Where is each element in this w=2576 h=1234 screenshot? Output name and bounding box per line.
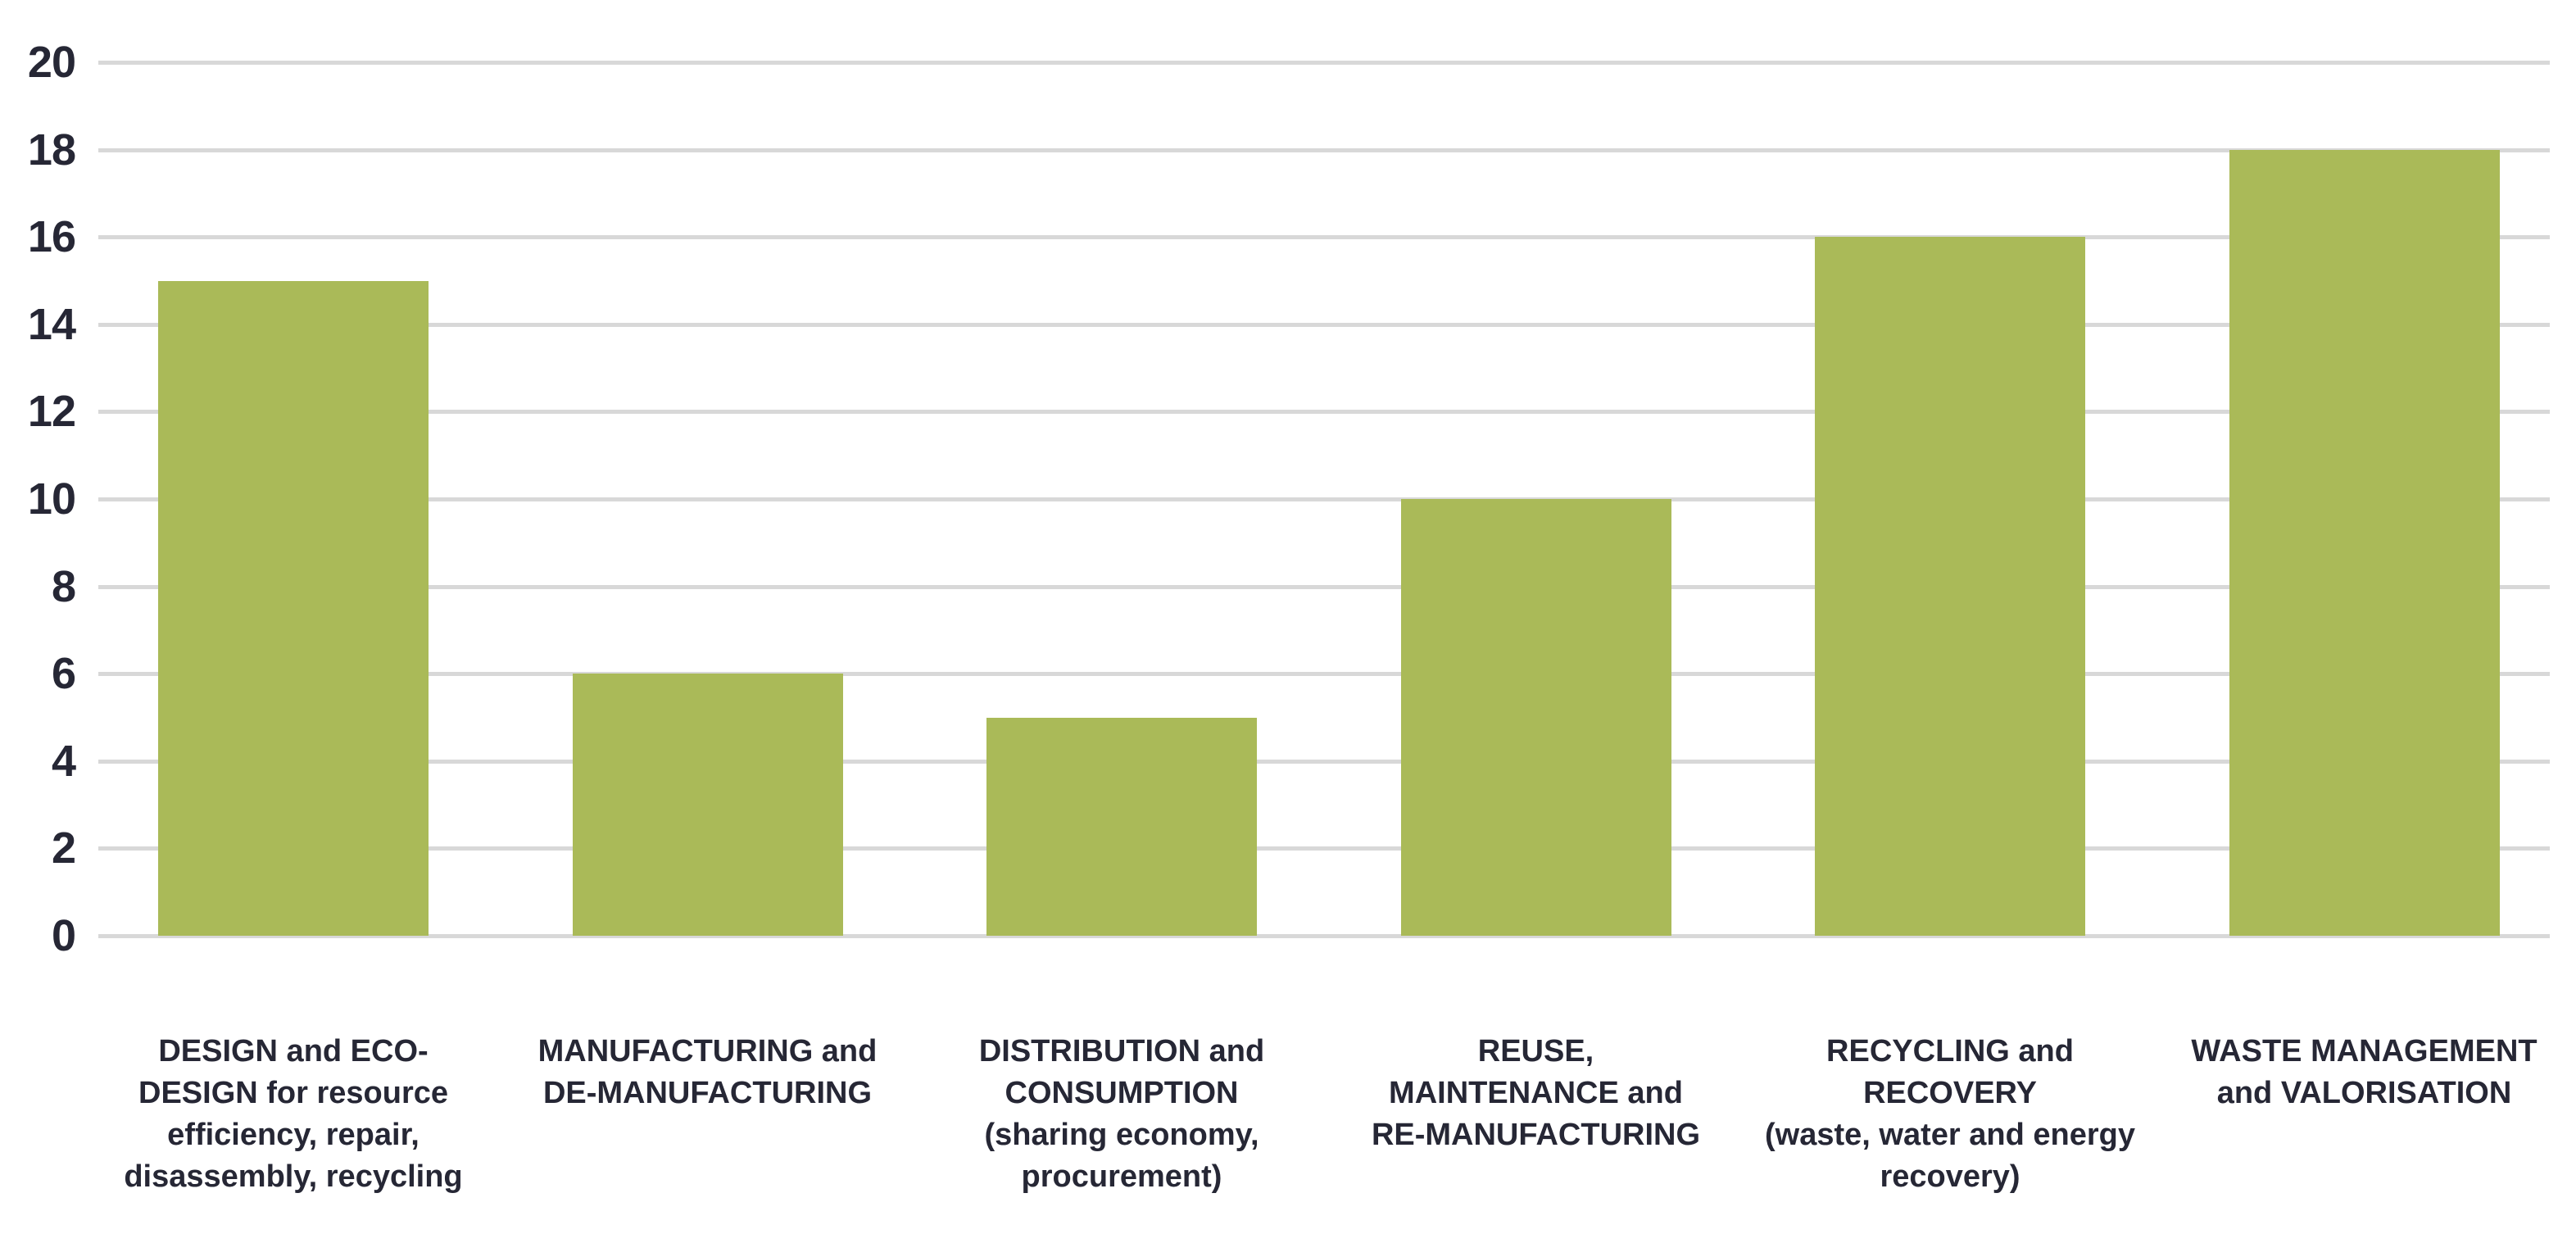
gridline	[98, 672, 2550, 677]
category-label-line: disassembly, recycling	[124, 1159, 463, 1194]
category-label-line: efficiency, repair,	[167, 1118, 420, 1152]
gridline	[98, 846, 2550, 851]
category-label-line: RECYCLING and	[1826, 1034, 2074, 1068]
category-label-line: DE-MANUFACTURING	[542, 1076, 873, 1110]
y-tick-label: 20	[27, 38, 76, 87]
gridline	[98, 497, 2550, 501]
category-label-line: DESIGN for resource	[138, 1076, 448, 1110]
y-tick-label: 4	[51, 736, 76, 786]
gridline	[98, 61, 2550, 65]
y-tick-label: 12	[27, 387, 76, 437]
y-tick-label: 8	[51, 561, 76, 611]
y-tick-label: 2	[51, 823, 76, 873]
category-label-line: MANUFACTURING and	[537, 1034, 878, 1068]
category-label: WASTE MANAGEMENT and VALORISATION	[2160, 1031, 2569, 1114]
y-tick-label: 18	[27, 125, 76, 175]
bar	[1815, 237, 2085, 936]
bar	[986, 717, 1257, 936]
category-label: DISTRIBUTION and CONSUMPTION (sharing econ…	[917, 1031, 1327, 1198]
bar	[158, 280, 429, 936]
gridline	[98, 322, 2550, 327]
category-label: MANUFACTURING and DE-MANUFACTURING	[503, 1031, 913, 1114]
category-label-line: recovery)	[1880, 1159, 2020, 1194]
category-label-line: MAINTENANCE and	[1389, 1076, 1683, 1110]
category-label: DESIGN and ECO- DESIGN for resource effici…	[88, 1031, 498, 1198]
gridline	[98, 147, 2550, 152]
y-tick-label: 16	[27, 212, 76, 262]
category-label-line: WASTE MANAGEMENT	[2191, 1034, 2537, 1068]
bar	[2229, 149, 2500, 936]
category-label: REUSE, MAINTENANCE and RE-MANUFACTURING	[1331, 1031, 1741, 1156]
y-tick-label: 0	[51, 911, 76, 960]
category-label-line: REUSE,	[1477, 1034, 1594, 1068]
y-tick-label: 6	[51, 649, 76, 699]
y-tick-label: 10	[27, 474, 76, 524]
y-tick-label: 14	[27, 299, 76, 349]
category-label-line: RECOVERY	[1863, 1076, 2037, 1110]
bar	[572, 674, 843, 936]
category-label-line: procurement)	[1021, 1159, 1222, 1194]
category-label-line: (sharing economy,	[984, 1118, 1259, 1152]
gridline	[98, 410, 2550, 415]
gridline	[98, 759, 2550, 764]
category-label-line: DISTRIBUTION and	[978, 1034, 1265, 1068]
gridline	[98, 235, 2550, 240]
category-label-line: CONSUMPTION	[1005, 1076, 1239, 1110]
bar	[1400, 499, 1671, 936]
gridline	[98, 934, 2550, 938]
gridline	[98, 584, 2550, 589]
category-label-line: DESIGN and ECO-	[158, 1034, 429, 1068]
category-label-line: RE-MANUFACTURING	[1371, 1118, 1701, 1152]
category-label: RECYCLING and RECOVERY (waste, water and e…	[1745, 1031, 2155, 1198]
category-label-line: (waste, water and energy	[1765, 1118, 2135, 1152]
category-label-line: and VALORISATION	[2216, 1076, 2512, 1110]
